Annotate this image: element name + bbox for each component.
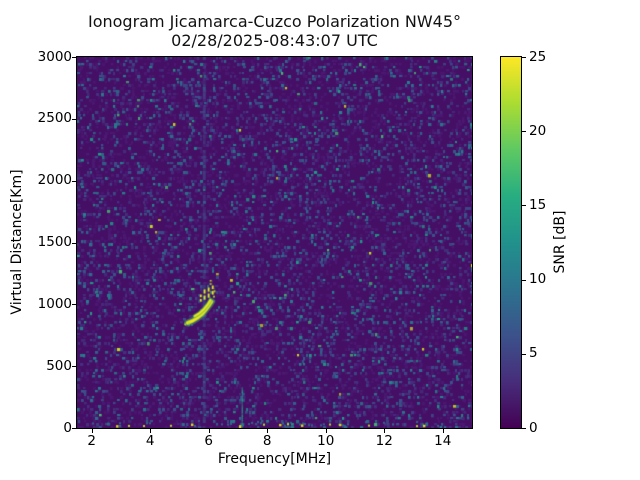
y-tick-mark bbox=[72, 304, 76, 306]
x-tick-label: 6 bbox=[204, 433, 213, 449]
plot-frame bbox=[76, 56, 473, 429]
x-tick-label: 8 bbox=[262, 433, 272, 449]
y-tick-label: 2000 bbox=[37, 172, 72, 189]
y-axis-label: Virtual Distance[Km] bbox=[9, 169, 25, 315]
x-tick-label: 12 bbox=[375, 433, 393, 449]
y-tick-mark bbox=[72, 242, 76, 244]
y-tick-label: 0 bbox=[63, 419, 72, 436]
colorbar-tick-mark bbox=[522, 428, 526, 429]
colorbar-gradient bbox=[501, 57, 521, 428]
colorbar-tick-label: 0 bbox=[529, 419, 538, 436]
colorbar bbox=[500, 56, 522, 429]
colorbar-tick-mark bbox=[522, 279, 526, 281]
colorbar-tick-mark bbox=[522, 57, 526, 58]
colorbar-tick-label: 10 bbox=[529, 271, 547, 288]
x-tick-mark bbox=[384, 429, 386, 433]
colorbar-tick-mark bbox=[522, 205, 526, 207]
y-tick-label: 3000 bbox=[37, 48, 72, 65]
colorbar-tick-label: 25 bbox=[529, 48, 547, 65]
y-tick-mark bbox=[72, 118, 76, 120]
y-tick-label: 500 bbox=[46, 357, 72, 374]
x-axis-label: Frequency[MHz] bbox=[217, 451, 332, 467]
chart-title-line2: 02/28/2025-08:43:07 UTC bbox=[171, 31, 378, 50]
y-tick-mark bbox=[72, 180, 76, 182]
x-tick-label: 14 bbox=[434, 433, 452, 449]
chart-title-line1: Ionogram Jicamarca-Cuzco Polarization NW… bbox=[87, 12, 461, 31]
x-tick-mark bbox=[442, 429, 444, 433]
colorbar-tick-mark bbox=[522, 353, 526, 355]
colorbar-label: SNR [dB] bbox=[552, 210, 568, 274]
x-tick-mark bbox=[267, 429, 269, 433]
y-tick-label: 1000 bbox=[37, 295, 72, 312]
colorbar-tick-mark bbox=[522, 131, 526, 133]
colorbar-tick-label: 5 bbox=[529, 345, 538, 362]
y-tick-mark bbox=[72, 366, 76, 368]
ionogram-heatmap-canvas bbox=[77, 57, 472, 428]
y-tick-mark bbox=[72, 57, 76, 58]
x-tick-mark bbox=[150, 429, 152, 433]
chart-title: Ionogram Jicamarca-Cuzco Polarization NW… bbox=[77, 12, 472, 50]
y-tick-label: 1500 bbox=[37, 234, 72, 250]
x-tick-mark bbox=[325, 429, 327, 433]
colorbar-tick-label: 20 bbox=[529, 122, 547, 139]
x-tick-label: 10 bbox=[317, 433, 335, 449]
y-tick-label: 2500 bbox=[37, 110, 72, 127]
colorbar-tick-label: 15 bbox=[529, 196, 547, 213]
y-tick-mark bbox=[72, 428, 76, 429]
x-tick-mark bbox=[208, 429, 210, 433]
x-tick-label: 2 bbox=[87, 433, 96, 449]
x-tick-label: 4 bbox=[145, 433, 155, 449]
x-tick-mark bbox=[91, 429, 93, 433]
